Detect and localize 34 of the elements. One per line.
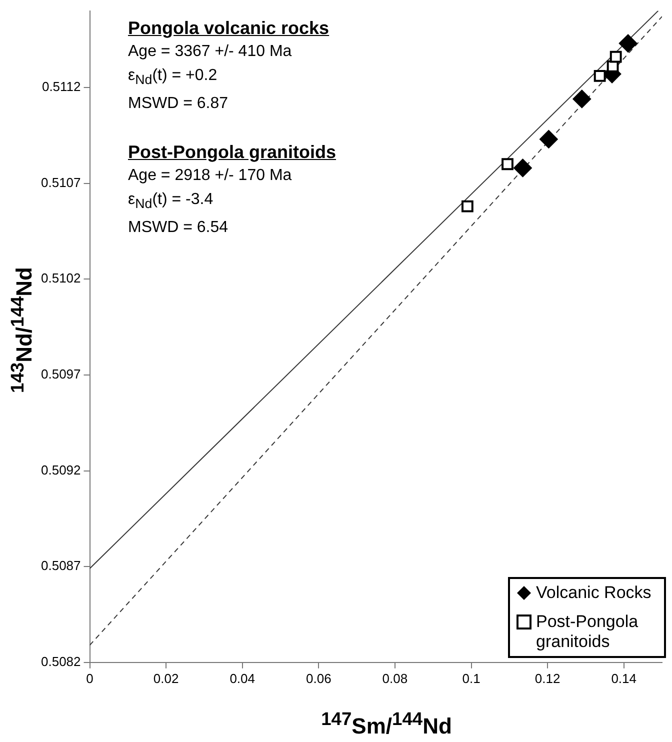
y-tick-label: 0.5087: [40, 558, 81, 574]
x-tick-label: 0.1: [462, 670, 480, 686]
annotation: Age = 2918 +/- 170 Ma: [128, 166, 293, 186]
x-tick-label: 0.02: [153, 670, 179, 686]
x-tick-label: 0.08: [382, 670, 408, 686]
point: [610, 50, 622, 63]
y-tick-label: 0.5107: [40, 174, 81, 190]
annotation: ε$_{Nd}$(t) = +0.2: [128, 66, 218, 90]
annotation: Age = 3367 +/- 410 Ma: [128, 42, 293, 62]
y-tick-label: 0.5097: [40, 366, 81, 382]
annotation: Post-Pongola granitoids: [128, 141, 336, 164]
y-tick-label: 0.5082: [40, 654, 81, 669]
point: [540, 130, 558, 148]
y-tick-label: 0.5112: [42, 79, 81, 94]
point: [461, 200, 474, 212]
annotation: MSWD = 6.87: [128, 94, 230, 114]
annotation: MSWD = 6.54: [128, 218, 230, 238]
x-tick-label: 0: [86, 670, 94, 686]
y-tick-label: 0.5092: [40, 462, 81, 478]
point: [594, 70, 606, 82]
x-tick-label: 0.12: [534, 670, 560, 686]
x-tick-label: 0.14: [611, 670, 637, 686]
point: [572, 90, 591, 108]
y-tick-label: 0.5102: [40, 270, 81, 286]
legend-label: Post-Pongola granitoids: [536, 612, 640, 652]
point: [619, 34, 638, 52]
x-axis-title: $^{147}$Sm/$^{144}$Nd: [320, 708, 453, 740]
x-tick-label: 0.04: [230, 670, 256, 686]
legend-label: Volcanic Rocks: [536, 583, 652, 603]
annotation: Pongola volcanic rocks: [128, 17, 330, 40]
point: [514, 158, 532, 177]
x-tick-label: 0.06: [306, 670, 332, 686]
annotation: ε$_{Nd}$(t) = -3.4: [128, 190, 214, 214]
point: [502, 158, 514, 170]
